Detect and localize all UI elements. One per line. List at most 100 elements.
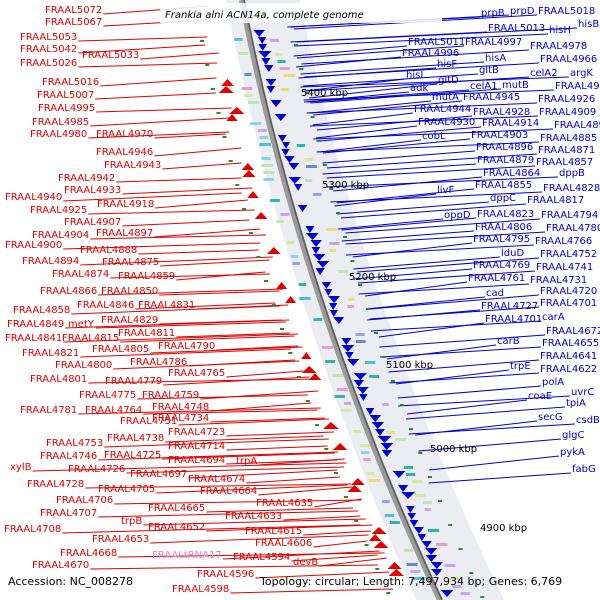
gene-label[interactable]: FRAAL4930 — [418, 117, 475, 128]
gene-label[interactable]: FRAAL4655 — [542, 338, 599, 349]
gene-label[interactable]: FRAAL4598 — [172, 584, 229, 595]
gene-label[interactable]: FRAAL4904 — [32, 230, 89, 241]
gene-label[interactable]: FRAAL4635 — [256, 498, 313, 509]
gene-label[interactable]: FRAAL4765 — [168, 368, 225, 379]
gene-label[interactable]: FRAAL4926 — [538, 94, 595, 105]
gene-label[interactable]: FRAAL4828 — [543, 183, 600, 194]
gene-label[interactable]: lduD — [501, 248, 524, 259]
gene-label[interactable]: cobL — [422, 131, 446, 142]
gene-label[interactable]: FRAAL4606 — [255, 538, 312, 549]
gene-label[interactable]: FRAAL4945 — [463, 92, 520, 103]
gene-label[interactable]: FRAAL4701 — [540, 298, 597, 309]
gene-label[interactable]: FRAAL4731 — [530, 275, 587, 286]
gene-label[interactable]: FRAAL4664 — [200, 486, 257, 497]
gene-label[interactable]: prpB — [481, 8, 505, 19]
gene-label[interactable]: hisH — [549, 25, 571, 36]
gene-label[interactable]: gltB — [479, 65, 499, 76]
gene-label[interactable]: fabG — [572, 464, 596, 475]
gene-label[interactable]: FRAAL4918 — [97, 199, 154, 210]
gene-label[interactable]: xylB — [10, 462, 32, 473]
gene-label[interactable]: FRAAL4766 — [535, 236, 592, 247]
gene-label[interactable]: FRAAL4811 — [118, 328, 175, 339]
gene-label[interactable]: FRAAL4997 — [465, 37, 522, 48]
gene-label[interactable]: hisB — [578, 19, 599, 30]
gene-label[interactable]: FRAAL4786 — [130, 357, 187, 368]
gene-label[interactable]: FRAAL4741 — [536, 262, 593, 273]
gene-label[interactable]: FRAAL4727 — [481, 301, 538, 312]
gene-label[interactable]: FRAAL5042 — [20, 44, 77, 55]
gene-label[interactable]: FRAAL4725 — [104, 450, 161, 461]
gene-label[interactable]: FRAAL5018 — [538, 6, 595, 17]
gene-label[interactable]: FRAAL4903 — [471, 130, 528, 141]
gene-label[interactable]: FRAAL4705 — [98, 484, 155, 495]
gene-label[interactable]: gltD — [438, 75, 459, 86]
gene-label[interactable]: FRAAL4800 — [55, 360, 112, 371]
gene-label[interactable]: FRAAL4885 — [540, 133, 597, 144]
gene-label[interactable]: FRAAL4996 — [402, 48, 459, 59]
gene-label[interactable]: FRAAL4914 — [482, 118, 539, 129]
gene-label[interactable]: FRAAL4665 — [148, 503, 205, 514]
gene-label[interactable]: FRAAL5016 — [42, 77, 99, 88]
gene-label[interactable]: FRAAL4769 — [473, 260, 530, 271]
gene-label[interactable]: FRAAL5013 — [488, 23, 545, 34]
gene-label[interactable]: FRAAL4894 — [22, 256, 79, 267]
gene-label[interactable]: FRAAL4701 — [485, 314, 542, 325]
gene-label[interactable]: FRAAL4641 — [540, 351, 597, 362]
gene-label[interactable]: FRAAL4734 — [152, 413, 209, 424]
gene-label[interactable]: FRAAL4720 — [540, 286, 597, 297]
gene-label[interactable]: dppC — [490, 193, 516, 204]
gene-label[interactable]: FRAAL4850 — [101, 286, 158, 297]
gene-label[interactable]: FRAAL4985 — [32, 117, 89, 128]
gene-label[interactable]: FRAAL4815 — [62, 333, 119, 344]
gene-label[interactable]: FRAAL4928 — [473, 107, 530, 118]
gene-label[interactable]: FRAAL4970 — [96, 129, 153, 140]
gene-label[interactable]: FRAAL4857 — [536, 157, 593, 168]
gene-label[interactable]: FRAAL4748 — [152, 402, 209, 413]
gene-label[interactable]: FRAAL4946 — [96, 147, 153, 158]
gene-label[interactable]: FRAAL4723 — [168, 427, 225, 438]
gene-label[interactable]: devB — [293, 557, 318, 568]
gene-label[interactable]: FRAAL4933 — [64, 185, 121, 196]
gene-label[interactable]: FRAAL4672 — [546, 326, 600, 337]
gene-label[interactable]: hisA — [485, 53, 506, 64]
gene-label[interactable]: FRAAL4859 — [118, 271, 175, 282]
gene-label[interactable]: FRAAL4780 — [546, 223, 600, 234]
gene-label[interactable]: FRAAL5053 — [20, 32, 77, 43]
gene-label[interactable]: uvrC — [571, 387, 594, 398]
gene-label[interactable]: FRAAL4753 — [46, 438, 103, 449]
gene-label[interactable]: FRAAL4764 — [85, 405, 142, 416]
gene-label[interactable]: FRAAL4829 — [101, 315, 158, 326]
gene-label[interactable]: mutA — [432, 92, 459, 103]
gene-label[interactable]: prpD — [510, 6, 535, 17]
gene-label[interactable]: FRAAL4909 — [539, 107, 596, 118]
gene-label[interactable]: FRAAL4898 — [554, 120, 600, 131]
gene-label[interactable]: FRAAL4942 — [58, 173, 115, 184]
gene-label[interactable]: FRAAL5072 — [45, 5, 102, 16]
gene-label[interactable]: trpB — [121, 516, 142, 527]
gene-label[interactable]: carA — [542, 312, 565, 323]
gene-label[interactable]: FRAAL4653 — [92, 534, 149, 545]
gene-label[interactable]: FRAALtRNA17 — [152, 550, 222, 561]
gene-label[interactable]: polA — [542, 377, 564, 388]
gene-label[interactable]: FRAAL4728 — [27, 479, 84, 490]
gene-label[interactable]: trpA — [236, 456, 257, 467]
gene-label[interactable]: FRAAL4738 — [107, 433, 164, 444]
gene-label[interactable]: trpE — [510, 361, 531, 372]
gene-label[interactable]: FRAAL4907 — [64, 217, 121, 228]
gene-label[interactable]: celA2 — [530, 68, 558, 79]
gene-label[interactable]: FRAAL4726 — [68, 464, 125, 475]
gene-label[interactable]: FRAAL4925 — [30, 205, 87, 216]
gene-label[interactable]: FRAAL5011 — [408, 37, 465, 48]
gene-label[interactable]: metY — [68, 319, 95, 330]
gene-label[interactable]: glgC — [562, 430, 584, 441]
gene-label[interactable]: FRAAL4652 — [148, 522, 205, 533]
gene-label[interactable]: FRAAL4866 — [40, 286, 97, 297]
gene-label[interactable]: FRAAL4980 — [30, 129, 87, 140]
gene-label[interactable]: FRAAL5067 — [45, 17, 102, 28]
gene-label[interactable]: FRAAL4670 — [32, 560, 89, 571]
gene-label[interactable]: FRAAL4633 — [225, 511, 282, 522]
gene-label[interactable]: coaE — [528, 391, 552, 402]
gene-label[interactable]: FRAAL5007 — [37, 90, 94, 101]
gene-label[interactable]: FRAAL4622 — [540, 364, 597, 375]
gene-label[interactable]: FRAAL4746 — [40, 451, 97, 462]
